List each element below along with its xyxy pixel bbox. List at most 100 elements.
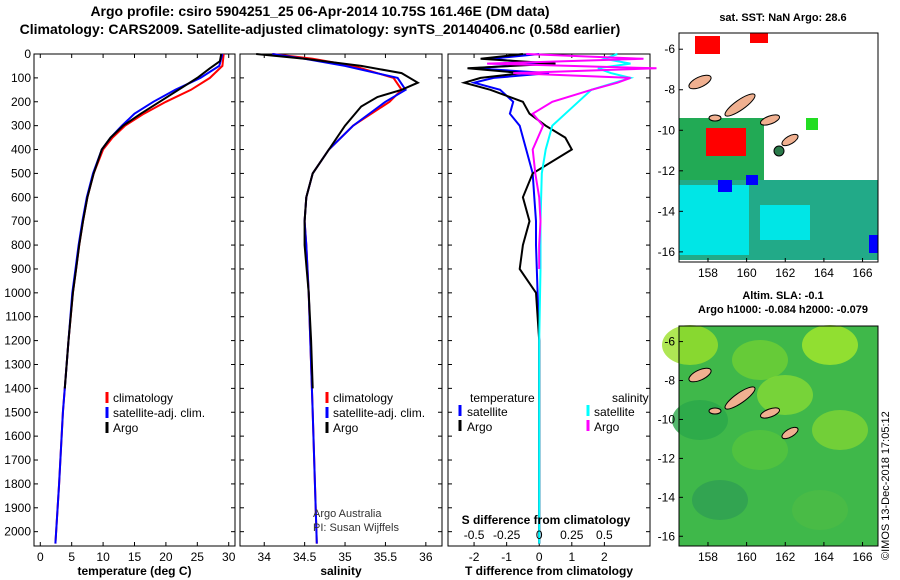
y-tick-label: 1200 bbox=[4, 334, 31, 348]
legend-label: climatology bbox=[113, 391, 173, 405]
sla-field-blob bbox=[732, 430, 788, 470]
legend-label: climatology bbox=[333, 391, 393, 405]
sst-patch bbox=[718, 180, 732, 192]
x-tick-label: 35.5 bbox=[374, 550, 398, 564]
island bbox=[688, 74, 712, 90]
sla-field-blob bbox=[812, 410, 868, 450]
sst-patch bbox=[679, 185, 749, 255]
map-lat-label: -6 bbox=[664, 335, 675, 349]
plot-title-line2: Climatology: CARS2009. Satellite-adjuste… bbox=[19, 21, 621, 37]
y-tick-label: 2000 bbox=[4, 525, 31, 539]
x-axis-label: temperature (deg C) bbox=[77, 564, 191, 578]
y-tick-label: 900 bbox=[11, 262, 31, 276]
y-tick-label: 700 bbox=[11, 214, 31, 228]
y-tick-label: 1300 bbox=[4, 357, 31, 371]
legend-label: Argo bbox=[594, 420, 620, 434]
series-line bbox=[538, 53, 635, 544]
x-axis-label: T difference from climatology bbox=[465, 564, 633, 578]
island bbox=[760, 114, 780, 126]
x-tick-label: 0 bbox=[37, 550, 44, 564]
x-tick-label: 35 bbox=[338, 550, 352, 564]
map-lat-label: -16 bbox=[658, 529, 676, 543]
map-lat-label: -12 bbox=[658, 451, 676, 465]
y-tick-label: 1000 bbox=[4, 286, 31, 300]
legend-label: Argo bbox=[113, 421, 139, 435]
x-axis-label: salinity bbox=[320, 564, 362, 578]
sst-patch bbox=[695, 36, 720, 54]
map-lat-label: -10 bbox=[658, 123, 676, 137]
map-lon-label: 166 bbox=[853, 550, 873, 564]
sla-field-blob bbox=[792, 490, 848, 530]
legend-title: salinity bbox=[612, 391, 649, 405]
x-tick-label: 30 bbox=[222, 550, 236, 564]
map-lat-label: -10 bbox=[658, 412, 676, 426]
attribution-line2: PI: Susan Wijffels bbox=[313, 522, 399, 534]
legend-title: temperature bbox=[470, 391, 535, 405]
panel-frame bbox=[33, 53, 236, 547]
map-lon-label: 164 bbox=[814, 550, 834, 564]
sst-patch bbox=[706, 128, 746, 156]
map-lon-label: 160 bbox=[737, 550, 757, 564]
x-tick-label: 34.5 bbox=[293, 550, 317, 564]
legend-label: satellite-adj. clim. bbox=[333, 406, 425, 420]
y-tick-label: 800 bbox=[11, 238, 31, 252]
legend-label: Argo bbox=[333, 421, 359, 435]
sst-patch bbox=[746, 175, 758, 185]
y-tick-label: 1700 bbox=[4, 453, 31, 467]
series-line bbox=[63, 53, 223, 389]
series-line bbox=[487, 53, 657, 269]
x-tick-label: -1 bbox=[501, 550, 512, 564]
map-frame bbox=[678, 325, 879, 547]
x-tick-label: 10 bbox=[96, 550, 110, 564]
map-lat-label: -8 bbox=[664, 83, 675, 97]
island bbox=[781, 426, 799, 440]
sla-map-title-2: Argo h1000: -0.084 h2000: -0.079 bbox=[698, 304, 868, 316]
x2-tick-label: -0.25 bbox=[493, 528, 521, 542]
x-tick-label: 25 bbox=[191, 550, 205, 564]
y-tick-label: 1500 bbox=[4, 405, 31, 419]
y-tick-label: 200 bbox=[11, 95, 31, 109]
legend-label: satellite-adj. clim. bbox=[113, 406, 205, 420]
plot-title-line1: Argo profile: csiro 5904251_25 06-Apr-20… bbox=[90, 3, 550, 19]
sla-field-blob bbox=[732, 340, 788, 380]
island bbox=[708, 407, 722, 415]
x-tick-label: 2 bbox=[601, 550, 608, 564]
y-tick-label: 1800 bbox=[4, 477, 31, 491]
sla-field-blob bbox=[692, 480, 748, 520]
island bbox=[760, 407, 780, 419]
map-lon-label: 166 bbox=[853, 266, 873, 280]
sla-field-blob bbox=[757, 375, 813, 415]
map-lon-label: 162 bbox=[775, 550, 795, 564]
x-tick-label: 15 bbox=[128, 550, 142, 564]
island bbox=[724, 386, 756, 410]
map-lon-label: 158 bbox=[698, 550, 718, 564]
sst-map-title: sat. SST: NaN Argo: 28.6 bbox=[719, 12, 847, 24]
panel-frame bbox=[239, 53, 443, 547]
island bbox=[724, 93, 756, 117]
island bbox=[708, 114, 722, 122]
y-tick-label: 1900 bbox=[4, 501, 31, 515]
x2-tick-label: -0.5 bbox=[464, 528, 485, 542]
x-tick-label: 36 bbox=[419, 550, 433, 564]
map-lat-label: -6 bbox=[664, 42, 675, 56]
y-tick-label: 1100 bbox=[5, 310, 31, 324]
y-tick-label: 400 bbox=[11, 143, 31, 157]
x-tick-label: 5 bbox=[68, 550, 75, 564]
series-line bbox=[256, 53, 420, 389]
y-tick-label: 600 bbox=[11, 190, 31, 204]
y-tick-label: 0 bbox=[24, 47, 31, 61]
sla-map-title-1: Altim. SLA: -0.1 bbox=[742, 290, 824, 302]
x2-tick-label: 0.5 bbox=[596, 528, 613, 542]
map-lon-label: 158 bbox=[698, 266, 718, 280]
x2-tick-label: 0 bbox=[536, 528, 543, 542]
y-tick-label: 500 bbox=[11, 166, 31, 180]
sst-patch bbox=[760, 205, 810, 240]
x2-axis-label: S difference from climatology bbox=[462, 513, 631, 527]
map-lat-label: -14 bbox=[658, 490, 676, 504]
sla-field-blob bbox=[662, 325, 718, 365]
x2-tick-label: 0.25 bbox=[560, 528, 584, 542]
x-tick-label: 34 bbox=[258, 550, 272, 564]
sst-patch bbox=[750, 33, 768, 43]
map-lon-label: 164 bbox=[814, 266, 834, 280]
